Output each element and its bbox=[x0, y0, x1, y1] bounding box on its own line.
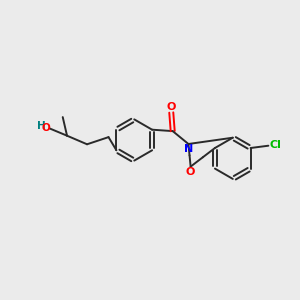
Text: O: O bbox=[167, 102, 176, 112]
Text: O: O bbox=[41, 123, 50, 133]
Text: Cl: Cl bbox=[270, 140, 282, 150]
Text: N: N bbox=[184, 144, 193, 154]
Text: H: H bbox=[38, 121, 46, 131]
Text: O: O bbox=[186, 167, 195, 177]
